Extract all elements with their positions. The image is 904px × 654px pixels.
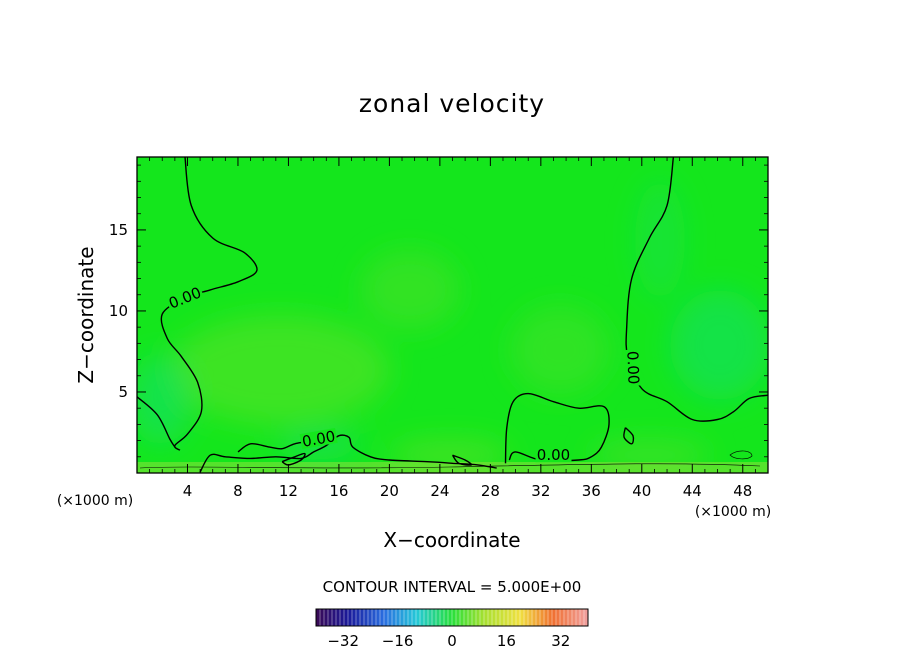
x-unit-label-left: (×1000 m) [57, 493, 133, 509]
x-tick-label: 40 [632, 482, 651, 500]
field-patch-lightgreen [170, 315, 390, 425]
x-unit-label-right: (×1000 m) [695, 504, 771, 520]
y-axis-label: Z−coordinate [74, 246, 98, 383]
colorbar-tick-label: −32 [327, 632, 359, 650]
colorbar-tick-label: −16 [382, 632, 414, 650]
colorbar: −32 −16 0 16 32 [315, 608, 589, 650]
thin-contour-line [729, 450, 753, 460]
contour-label-3: 0.00 [623, 349, 643, 386]
contour-label-2: 0.00 [535, 446, 572, 464]
contour-label-bg [299, 427, 338, 450]
x-tick-label: 24 [430, 482, 449, 500]
field-patch-lightgreen [360, 250, 460, 330]
x-tick-label: 16 [329, 482, 348, 500]
contour-label-bg [535, 447, 572, 463]
x-tick-label: 48 [733, 482, 752, 500]
x-tick-label: 28 [481, 482, 500, 500]
zero-contour-1 [137, 396, 176, 448]
thin-contour-line [139, 463, 761, 469]
field-patch-cyan [137, 355, 190, 445]
colorbar-tick-label: 0 [447, 632, 457, 650]
y-tick-label: 15 [109, 221, 128, 239]
contour-label-1: 0.00 [299, 427, 338, 451]
x-tick-label: 20 [380, 482, 399, 500]
field-patch-cyan [635, 180, 685, 300]
zero-contour-5 [281, 452, 306, 466]
velocity-field [137, 157, 768, 473]
surface-layer-band [137, 462, 768, 473]
colorbar-tick-label: 16 [497, 632, 516, 650]
x-tick-label: 8 [233, 482, 243, 500]
contour-label-text: 0.00 [537, 446, 570, 464]
colorbar-tick-label: 32 [551, 632, 570, 650]
contour-label-text: 0.00 [301, 427, 337, 451]
zero-contour-2 [625, 157, 768, 422]
colorbar-bands [319, 609, 585, 626]
x-axis-label: X−coordinate [383, 528, 520, 552]
chart-title: zonal velocity [359, 89, 545, 118]
plot-area: 0.000.000.000.00 4 8 12 16 20 24 28 32 36 40 44 485… [109, 156, 769, 500]
contour-label-text: 0.00 [623, 351, 642, 385]
field-patch-lightgreen [510, 305, 610, 395]
colorbar-ticks: −32 −16 0 16 32 [327, 632, 570, 650]
x-tick-label: 32 [531, 482, 550, 500]
colorbar-frame [315, 608, 589, 627]
x-tick-label: 12 [279, 482, 298, 500]
zero-contour-7 [623, 427, 635, 445]
x-tick-label: 36 [582, 482, 601, 500]
contour-interval-text: CONTOUR INTERVAL = 5.000E+00 [323, 578, 582, 596]
zero-contour-3 [199, 434, 497, 473]
x-tick-label: 44 [683, 482, 702, 500]
x-tick-label: 4 [183, 482, 193, 500]
y-tick-label: 5 [118, 383, 128, 401]
y-tick-label: 10 [109, 302, 128, 320]
field-patch-cyan [670, 290, 768, 400]
zero-contour-8 [451, 454, 473, 466]
zero-contour-4 [237, 439, 314, 453]
contour-label-bg [625, 349, 642, 386]
contour-label-bg [165, 283, 205, 312]
